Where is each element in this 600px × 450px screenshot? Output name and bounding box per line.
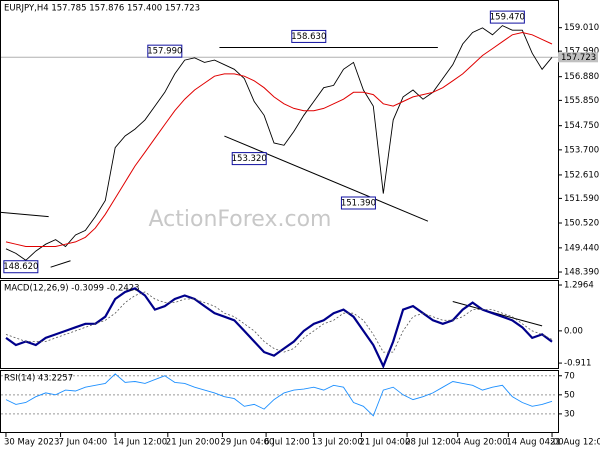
price-label-box (147, 44, 183, 58)
price-label-box (231, 152, 267, 166)
y-tick-label: 156.880 (564, 72, 599, 82)
series-line (5, 287, 553, 369)
y-tick-label: 50 (564, 390, 575, 400)
last-price-label: 157.723 (561, 53, 596, 63)
x-tick-label: 4 Aug 20:00 (456, 438, 508, 448)
trendline (0, 211, 49, 218)
y-tick-label: 152.610 (564, 170, 599, 180)
y-tick-label: 154.750 (564, 121, 599, 131)
price-label-box (489, 10, 525, 24)
y-tick-label: 155.850 (564, 96, 599, 106)
y-tick-label: 149.440 (564, 243, 599, 253)
panel-title: RSI(14) 43.2257 (4, 374, 73, 384)
x-tick-label: 14 Aug 04:00 (506, 438, 563, 448)
rsi-panel-frame (0, 370, 559, 433)
y-tick-label: 70 (564, 371, 575, 381)
price-label: 157.990 (147, 47, 182, 57)
last-price-box (558, 52, 598, 63)
macd-panel-frame (0, 280, 559, 369)
price-label-box (3, 260, 39, 274)
panel-title: EURJPY,H4 157.785 157.876 157.400 157.72… (4, 4, 200, 14)
watermark: ActionForex.com (149, 207, 332, 232)
x-tick-label: 14 Jun 12:00 (113, 438, 167, 448)
y-tick-label: 0.00 (564, 326, 583, 336)
price-label: 153.320 (232, 154, 267, 164)
y-tick-label: 30 (564, 409, 575, 419)
y-tick-label: 157.990 (564, 47, 599, 57)
panel-title: MACD(12,26,9) -0.3099 -0.2423 (4, 284, 140, 294)
trendline (224, 135, 429, 222)
price-label: 148.620 (3, 262, 38, 272)
x-tick-label: 7 Jun 04:00 (59, 438, 108, 448)
y-tick-label: 153.700 (564, 145, 599, 155)
price-label-box (291, 29, 327, 43)
trendline (50, 260, 71, 268)
series-line (5, 373, 553, 417)
price-panel-frame (0, 0, 559, 279)
y-tick-label: -0.911 (564, 359, 591, 369)
trendline (452, 301, 543, 327)
price-label: 151.390 (341, 198, 376, 208)
series-line (5, 31, 553, 247)
price-label-box (340, 196, 376, 210)
x-tick-label: 21 Jul 04:00 (359, 438, 410, 448)
y-tick-label: 159.010 (564, 23, 599, 33)
y-tick-label: 1.2964 (564, 281, 594, 291)
x-tick-label: 13 Jul 20:00 (312, 438, 363, 448)
y-tick-label: 151.590 (564, 194, 599, 204)
y-tick-label: 148.390 (564, 268, 599, 278)
x-tick-label: 6 Jul 12:00 (264, 438, 310, 448)
y-tick-label: 150.520 (564, 219, 599, 229)
series-line (5, 291, 553, 353)
price-label: 159.470 (490, 13, 525, 23)
x-tick-label: 21 Aug 12:00 (550, 438, 600, 448)
series-line (5, 25, 553, 261)
x-tick-label: 30 May 2023 (4, 438, 59, 448)
x-tick-label: 28 Jul 12:00 (405, 438, 456, 448)
price-label: 158.630 (291, 32, 326, 42)
x-tick-label: 29 Jun 04:00 (220, 438, 274, 448)
x-tick-label: 21 Jun 20:00 (166, 438, 220, 448)
